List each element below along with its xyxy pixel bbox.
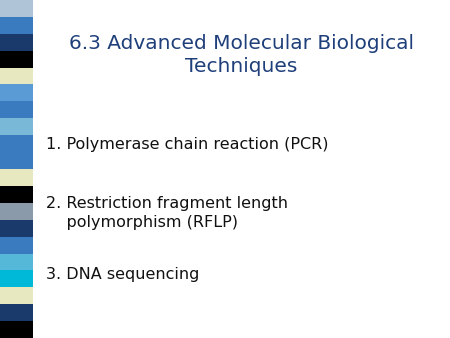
Bar (0, 135, 33, 152)
Bar (0, 287, 33, 304)
Text: 6.3 Advanced Molecular Biological
Techniques: 6.3 Advanced Molecular Biological Techni… (69, 34, 414, 76)
Bar (0, 220, 33, 237)
Bar (0, 84, 33, 101)
Text: 3. DNA sequencing: 3. DNA sequencing (46, 267, 200, 282)
Bar (0, 304, 33, 321)
Bar (0, 68, 33, 84)
Bar (0, 17, 33, 34)
Bar (0, 203, 33, 220)
Bar (0, 34, 33, 51)
Text: 2. Restriction fragment length
    polymorphism (RFLP): 2. Restriction fragment length polymorph… (46, 196, 288, 230)
Bar (0, 101, 33, 118)
Bar (0, 169, 33, 186)
Bar (0, 0, 33, 17)
Bar (0, 152, 33, 169)
Bar (0, 186, 33, 203)
Bar (0, 51, 33, 68)
Bar (0, 270, 33, 287)
Bar (0, 321, 33, 338)
Text: 1. Polymerase chain reaction (PCR): 1. Polymerase chain reaction (PCR) (46, 137, 329, 152)
Bar (0, 237, 33, 254)
Bar (0, 118, 33, 135)
Bar (0, 254, 33, 270)
